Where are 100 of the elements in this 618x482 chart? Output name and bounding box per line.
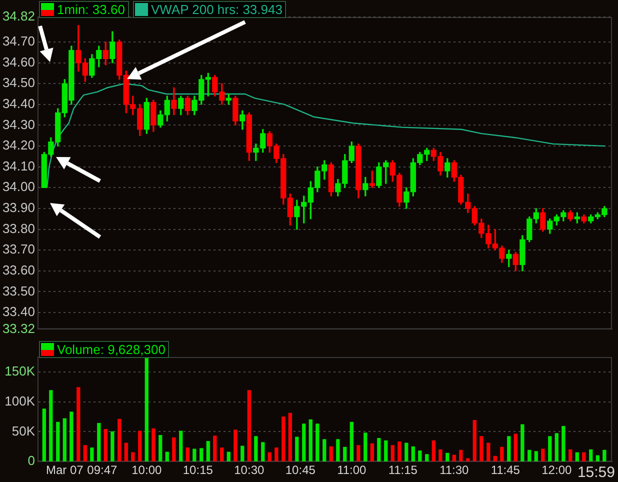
bar xyxy=(308,419,312,462)
text: 15:59 xyxy=(577,464,615,481)
y-tick-label: 33.90 xyxy=(2,200,35,216)
bar xyxy=(432,440,436,462)
bar xyxy=(124,442,128,462)
bar xyxy=(486,442,490,462)
bar xyxy=(507,436,511,462)
bar xyxy=(336,439,340,462)
bar xyxy=(500,446,504,462)
bar xyxy=(390,445,394,462)
bar xyxy=(493,456,497,462)
y-tick-label: 33.32 xyxy=(2,320,35,336)
bar xyxy=(316,424,320,462)
x-tick-label: 12:00 xyxy=(542,463,572,478)
bar xyxy=(514,434,518,462)
bar xyxy=(268,452,272,462)
bar xyxy=(220,448,224,462)
bar xyxy=(144,358,148,462)
bar xyxy=(418,450,422,462)
bar xyxy=(562,426,566,462)
y-tick-label: 34.40 xyxy=(2,96,35,111)
y-tick-label: 34.82 xyxy=(2,8,35,24)
bar xyxy=(206,440,210,462)
x-tick-label: 11:15 xyxy=(388,463,418,478)
y-tick-label: 34.50 xyxy=(2,75,35,90)
y-tick-label: 34.70 xyxy=(2,34,35,49)
bar xyxy=(234,430,238,462)
bar xyxy=(411,446,415,462)
bar xyxy=(438,449,442,462)
bar xyxy=(247,390,251,462)
bar xyxy=(466,458,470,462)
bar xyxy=(240,446,244,462)
bar xyxy=(384,440,388,462)
bar xyxy=(446,452,450,462)
bar xyxy=(459,450,463,462)
y-tick-label: 33.60 xyxy=(2,262,35,278)
x-tick-label: 09:47 xyxy=(87,463,118,478)
bar xyxy=(186,448,190,462)
bar xyxy=(575,452,579,462)
bar xyxy=(568,449,572,462)
bar xyxy=(404,442,408,462)
x-tick-label: 11:45 xyxy=(490,463,520,478)
bar xyxy=(282,416,286,462)
bar xyxy=(364,432,368,462)
bar xyxy=(179,430,183,462)
bar xyxy=(104,428,108,462)
bar xyxy=(534,451,538,462)
bar xyxy=(83,445,87,462)
bar xyxy=(49,390,53,462)
bar xyxy=(226,452,230,462)
bar xyxy=(200,448,204,462)
bar xyxy=(288,412,292,462)
y-tick-label: 34.60 xyxy=(2,54,35,70)
bar xyxy=(377,438,381,462)
bar xyxy=(425,454,429,462)
x-tick-label: Mar 07 xyxy=(46,463,84,478)
x-tick-label: 10:45 xyxy=(285,463,316,478)
y-tick-label: 50K xyxy=(12,423,36,438)
x-tick-label: 10:15 xyxy=(182,463,214,478)
bar xyxy=(322,439,326,462)
bar xyxy=(118,418,122,462)
bar xyxy=(274,448,278,462)
bar xyxy=(97,423,101,462)
bar xyxy=(172,437,176,462)
bar xyxy=(356,445,360,462)
bar xyxy=(452,454,456,462)
bar xyxy=(62,418,66,462)
y-tick-label: 33.70 xyxy=(2,242,35,257)
bar xyxy=(192,448,196,462)
y-tick-label: 150K xyxy=(4,364,36,379)
x-tick-label: 10:30 xyxy=(234,463,264,478)
bar xyxy=(589,449,593,462)
bar xyxy=(213,436,217,462)
legend-label: Volume: 9,628,300 xyxy=(57,342,166,357)
bar xyxy=(528,450,532,462)
x-tick-label: 11:30 xyxy=(440,463,470,478)
y-tick-label: 34.10 xyxy=(2,158,35,174)
bar xyxy=(76,387,80,462)
bar xyxy=(152,428,156,462)
bar xyxy=(261,442,265,462)
bar xyxy=(138,430,142,462)
bar xyxy=(596,455,600,462)
bar xyxy=(582,452,586,462)
bar xyxy=(541,448,545,462)
y-tick-label: 33.80 xyxy=(2,220,35,236)
bar xyxy=(56,422,60,462)
y-tick-label: 34.30 xyxy=(2,116,35,132)
bar xyxy=(602,450,606,462)
bar xyxy=(131,452,135,462)
bar xyxy=(370,443,374,462)
legend-label: VWAP 200 hrs: 33.943 xyxy=(150,2,282,17)
y-tick-label: 33.50 xyxy=(2,283,35,298)
bar xyxy=(520,424,524,462)
y-tick-label: 33.40 xyxy=(2,304,35,320)
y-tick-label: 0 xyxy=(28,453,35,468)
y-tick-label: 100K xyxy=(4,393,36,408)
bar xyxy=(343,446,347,462)
y-tick-label: 34.00 xyxy=(2,179,35,194)
bar xyxy=(165,452,169,462)
x-tick-label: 11:00 xyxy=(337,463,367,478)
